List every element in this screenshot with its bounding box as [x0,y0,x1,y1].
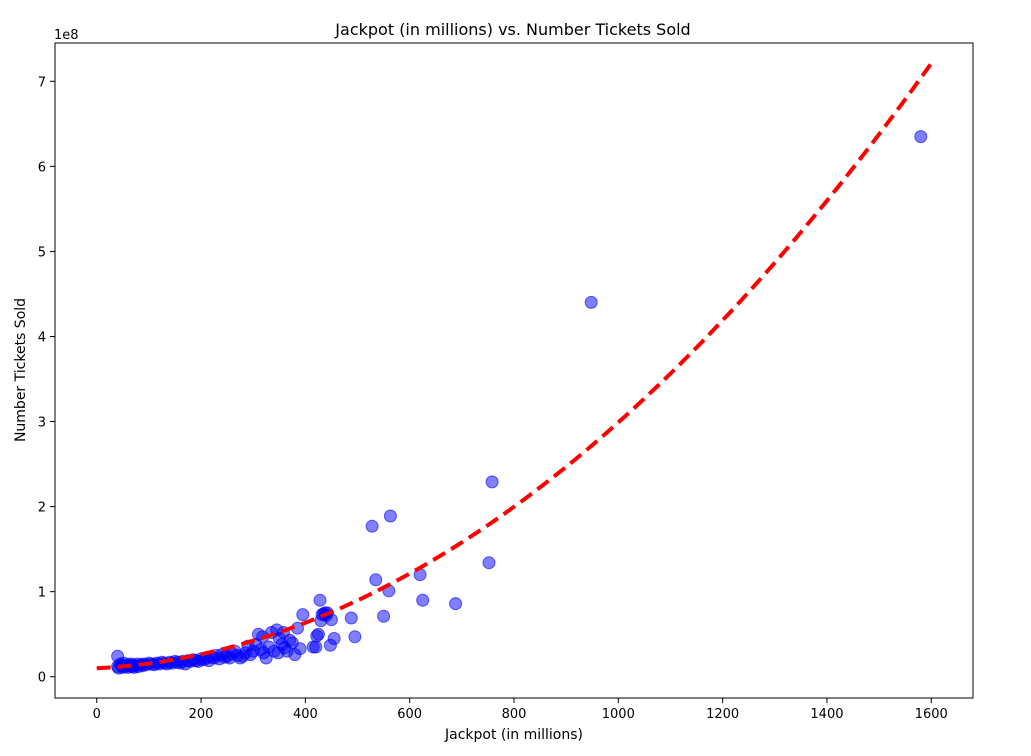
y-tick-label: 5 [38,245,46,260]
y-axis-ticks: 0 1 2 3 4 5 6 7 [38,75,55,686]
data-point [485,475,499,489]
x-tick-label: 1200 [706,707,739,722]
data-point [383,509,397,523]
y-tick-label: 4 [38,330,46,345]
data-point [313,593,327,607]
x-tick-label: 600 [397,707,422,722]
x-tick-label: 1400 [810,707,843,722]
plot-area [54,42,974,699]
x-axis-ticks: 0 200 400 600 800 1000 1200 1400 1600 [93,698,948,722]
data-point [482,556,496,570]
y-tick-label: 1 [38,586,46,601]
y-axis-label: Number Tickets Sold [13,298,29,442]
y-tick-label: 7 [38,75,46,90]
x-tick-label: 1600 [915,707,948,722]
data-point [311,627,325,641]
data-point [914,130,928,144]
fit-line [96,62,933,671]
data-point [296,608,310,622]
data-point [416,593,430,607]
data-point [293,642,307,656]
data-point [327,632,341,645]
chart-title: Jackpot (in millions) vs. Number Tickets… [334,20,690,39]
data-point [348,630,362,644]
data-point [365,519,379,533]
x-tick-label: 800 [502,707,527,722]
data-point [369,573,383,587]
data-point [309,640,323,654]
y-tick-label: 2 [38,501,46,516]
data-point [344,611,358,625]
x-axis-label: Jackpot (in millions) [444,727,583,743]
data-point [449,597,463,611]
x-tick-label: 400 [293,707,318,722]
y-offset-label: 1e8 [54,28,79,43]
y-tick-label: 3 [38,416,46,431]
data-point [377,609,391,623]
x-tick-label: 1000 [602,707,635,722]
y-tick-label: 6 [38,160,46,175]
data-point [584,295,598,309]
x-tick-label: 0 [93,707,101,722]
scatter-points [111,130,928,675]
x-tick-label: 200 [189,707,214,722]
y-tick-label: 0 [38,671,46,686]
